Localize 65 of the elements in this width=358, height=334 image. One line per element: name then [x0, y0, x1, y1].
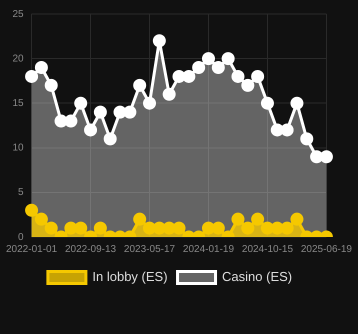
point — [25, 204, 38, 217]
point — [260, 96, 274, 110]
point — [162, 88, 176, 101]
point — [143, 96, 156, 110]
point — [192, 61, 206, 74]
point — [251, 212, 264, 226]
x-tick-label: 2024-01-19 — [182, 244, 234, 255]
point — [133, 212, 146, 226]
legend-label: In lobby (ES) — [92, 269, 168, 284]
point — [114, 106, 127, 119]
x-tick-label: 2025-06-19 — [300, 244, 352, 255]
y-tick-label: 0 — [18, 232, 24, 243]
point — [241, 78, 254, 92]
point — [270, 123, 284, 136]
point — [172, 222, 186, 235]
point — [202, 222, 215, 235]
x-tick-label: 2023-05-17 — [124, 244, 176, 255]
point — [320, 150, 333, 164]
point — [290, 212, 304, 226]
point — [251, 70, 264, 83]
point — [212, 61, 225, 74]
point — [94, 106, 107, 119]
y-tick-label: 15 — [12, 98, 24, 109]
point — [44, 78, 58, 92]
point — [310, 150, 324, 164]
point — [222, 52, 235, 66]
point — [143, 222, 156, 235]
legend-label: Casino (ES) — [222, 269, 292, 284]
point — [231, 70, 244, 83]
point — [241, 222, 254, 235]
point — [54, 114, 68, 128]
y-tick-label: 25 — [12, 8, 24, 20]
point — [202, 52, 215, 66]
point — [133, 78, 146, 92]
point — [280, 123, 294, 136]
point — [34, 61, 48, 74]
y-tick-label: 20 — [12, 53, 24, 64]
point — [74, 222, 88, 235]
point — [64, 222, 78, 235]
point — [212, 222, 225, 235]
point — [94, 222, 107, 235]
point — [182, 70, 196, 83]
point — [44, 222, 58, 235]
point — [152, 222, 166, 235]
point — [231, 212, 244, 226]
point — [300, 132, 314, 146]
point — [74, 96, 88, 110]
point — [25, 70, 38, 83]
y-tick-label: 10 — [12, 142, 24, 154]
y-tick-label: 5 — [18, 187, 24, 198]
point — [34, 212, 48, 226]
point — [270, 222, 284, 235]
x-tick-label: 2022-01-01 — [6, 244, 58, 255]
x-tick-label: 2022-09-13 — [64, 244, 117, 255]
point — [123, 106, 136, 119]
point — [280, 222, 294, 235]
point — [84, 123, 98, 136]
point — [290, 96, 304, 110]
point — [260, 222, 274, 235]
point — [162, 222, 176, 235]
point — [172, 70, 186, 83]
x-tick-label: 2024-10-15 — [242, 244, 294, 255]
point — [64, 114, 78, 128]
point — [104, 132, 117, 146]
point — [152, 34, 166, 48]
